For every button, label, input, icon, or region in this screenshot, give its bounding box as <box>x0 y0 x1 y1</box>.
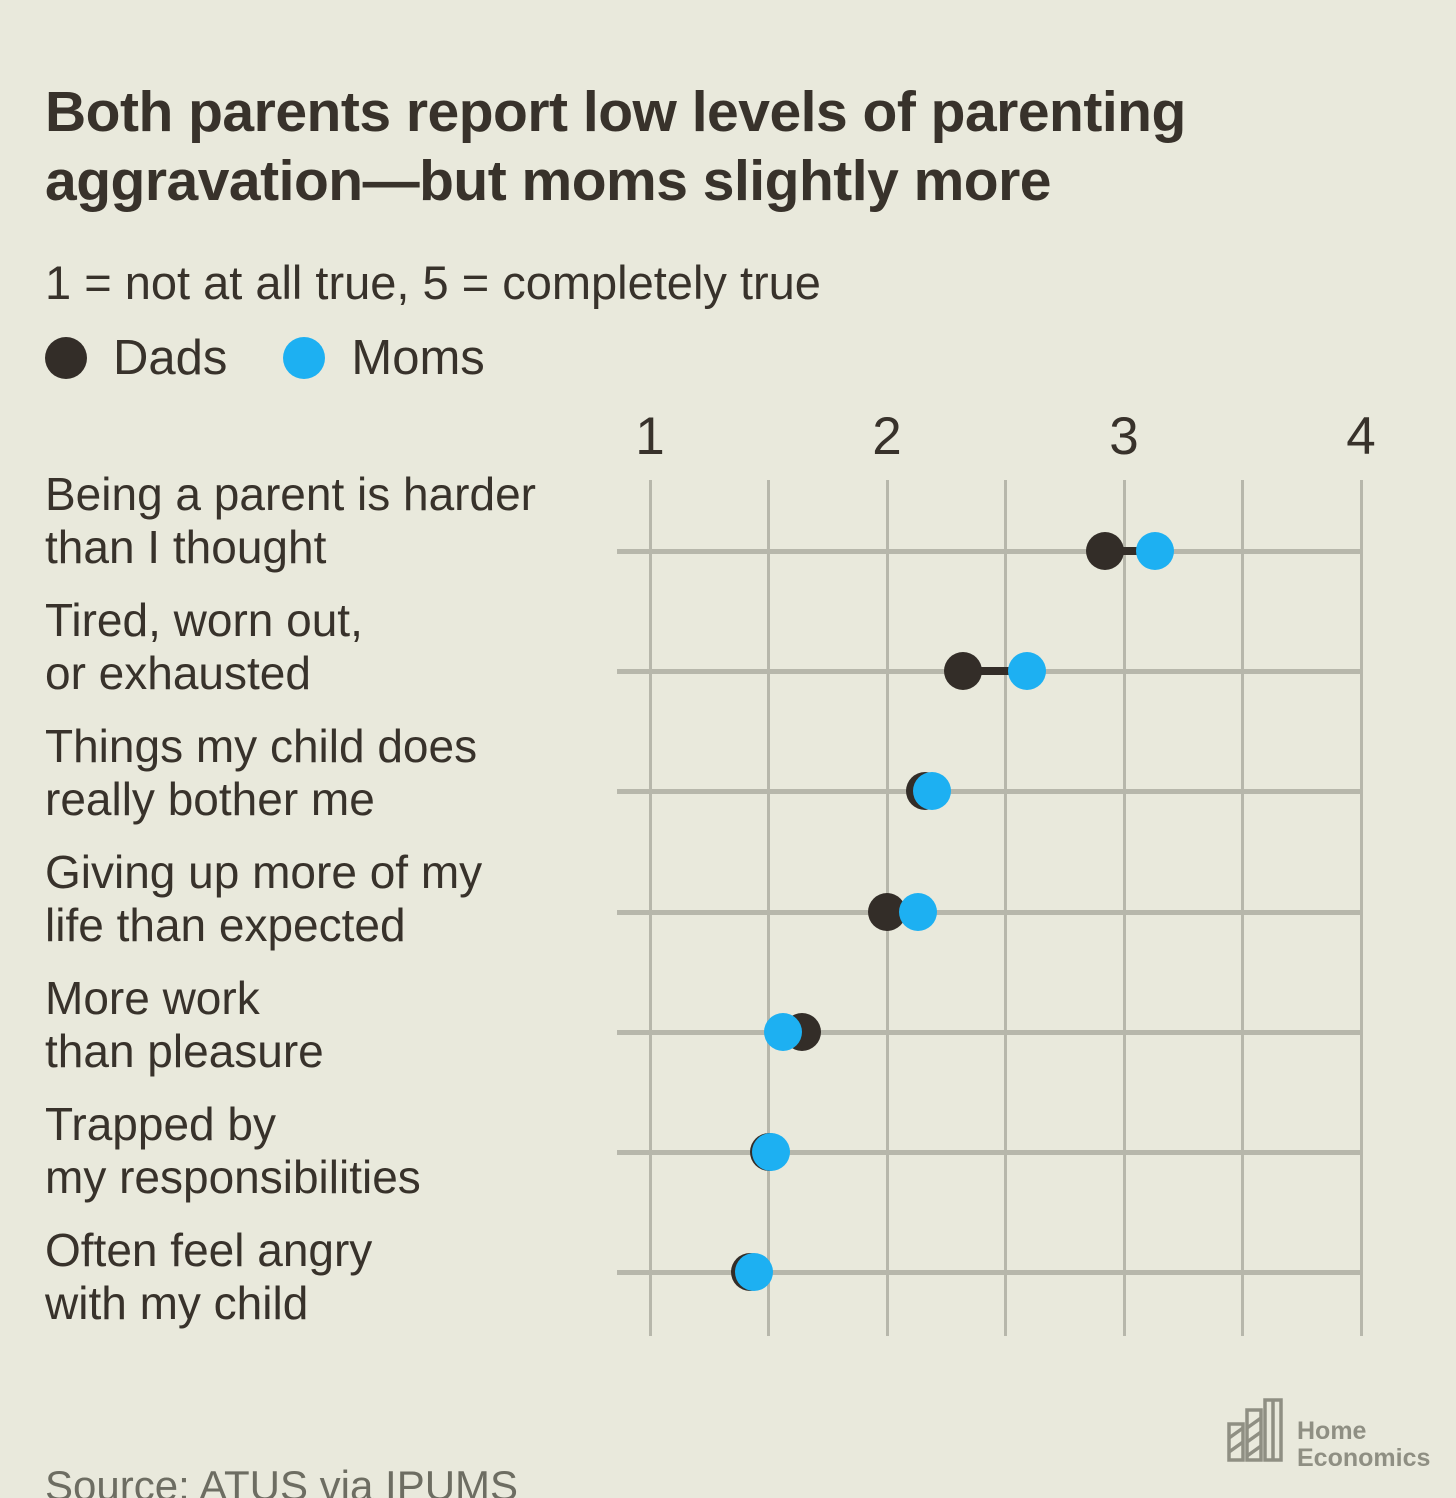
legend-item-moms: Moms <box>283 330 485 386</box>
row-label-line: really bother me <box>45 773 375 825</box>
row-label-line: my responsibilities <box>45 1151 421 1203</box>
vertical-gridline <box>1122 480 1126 1336</box>
chart-legend: Dads Moms <box>45 330 485 386</box>
row-gridline <box>617 909 1362 915</box>
row-label: Trapped by my responsibilities <box>45 1098 620 1204</box>
title-line-1: Both parents report low levels of parent… <box>45 80 1186 145</box>
moms-dot <box>763 1013 802 1051</box>
row-label-line: or exhausted <box>45 647 311 699</box>
vertical-gridline <box>1359 480 1363 1336</box>
vertical-gridline <box>648 480 652 1336</box>
row-gridline <box>617 788 1362 794</box>
x-axis-tick-label: 1 <box>635 407 665 466</box>
source-note: Source: ATUS via IPUMS <box>45 1462 519 1498</box>
vertical-gridline <box>1241 480 1244 1336</box>
row-label-line: than pleasure <box>45 1025 324 1077</box>
bar-buildings-icon <box>1227 1398 1283 1462</box>
moms-dot-icon <box>283 337 326 379</box>
moms-dot <box>751 1133 790 1171</box>
row-label-line: Giving up more of my <box>45 846 483 898</box>
row-label: Tired, worn out, or exhausted <box>45 594 620 700</box>
row-label-line: Trapped by <box>45 1098 276 1150</box>
x-axis-tick-label: 3 <box>1109 407 1139 466</box>
row-label: Often feel angry with my child <box>45 1224 620 1330</box>
vertical-gridline <box>767 480 770 1336</box>
row-gridline <box>617 1269 1362 1275</box>
row-label-line: More work <box>45 972 260 1024</box>
page-title: Both parents report low levels of parent… <box>45 78 1425 216</box>
row-label: Things my child does really bother me <box>45 720 620 826</box>
dads-dot <box>1086 532 1125 570</box>
row-label-line: Often feel angry <box>45 1224 373 1276</box>
dads-dot <box>943 652 982 690</box>
row-label-line: Being a parent is harder <box>45 468 536 520</box>
dumbbell-connector <box>1105 547 1155 555</box>
x-axis-tick-label: 4 <box>1346 407 1376 466</box>
moms-dot <box>735 1253 774 1291</box>
row-label: Being a parent is harder than I thought <box>45 468 620 574</box>
row-gridline <box>617 1029 1362 1035</box>
dumbbell-connector <box>962 667 1027 675</box>
chart-subtitle: 1 = not at all true, 5 = completely true <box>45 256 821 309</box>
row-label-line: with my child <box>45 1277 309 1329</box>
logo-wordmark: Home Economics <box>1297 1398 1430 1472</box>
row-label-line: Things my child does <box>45 720 478 772</box>
row-label: Giving up more of my life than expected <box>45 846 620 952</box>
moms-dot <box>898 893 937 931</box>
x-axis-tick-label: 2 <box>872 407 902 466</box>
row-label-line: Tired, worn out, <box>45 594 363 646</box>
logo-line-1: Home <box>1297 1417 1367 1445</box>
legend-label-moms: Moms <box>351 331 485 385</box>
title-line-2: aggravation—but moms slightly more <box>45 149 1052 214</box>
row-label: More work than pleasure <box>45 972 620 1078</box>
legend-item-dads: Dads <box>45 330 227 386</box>
row-label-line: life than expected <box>45 899 406 951</box>
row-gridline <box>617 548 1362 554</box>
moms-dot <box>1007 652 1046 690</box>
publisher-logo: Home Economics <box>1227 1398 1430 1472</box>
moms-dot <box>1135 532 1174 570</box>
row-gridline <box>617 1149 1362 1155</box>
logo-line-2: Economics <box>1297 1444 1431 1472</box>
moms-dot <box>913 772 952 810</box>
legend-label-dads: Dads <box>113 331 228 385</box>
dads-dot-icon <box>45 337 87 379</box>
row-label-line: than I thought <box>45 521 327 573</box>
vertical-gridline <box>1004 480 1007 1336</box>
